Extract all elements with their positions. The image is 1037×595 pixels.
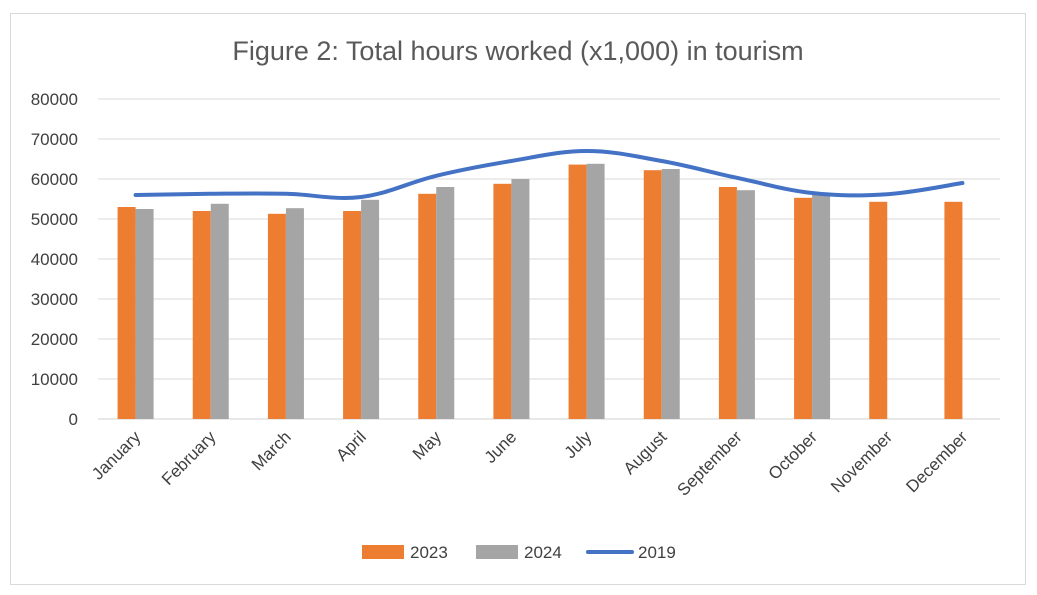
y-tick-label: 0 [69, 410, 78, 429]
chart-title: Figure 2: Total hours worked (x1,000) in… [232, 36, 803, 66]
bar-2023-april [343, 211, 362, 419]
x-tick-label: August [620, 427, 671, 478]
legend: 2023 2024 2019 [362, 543, 676, 562]
bar-2024-april [361, 199, 380, 419]
bar-2024-august [661, 169, 680, 419]
bars [117, 163, 963, 419]
legend-swatch-2023 [362, 545, 404, 559]
x-tick-label: December [902, 427, 971, 496]
bar-2023-june [493, 183, 512, 419]
line-2019 [133, 149, 965, 200]
grid [98, 98, 1000, 420]
x-tick-label: January [88, 427, 145, 484]
x-tick-label: July [561, 427, 596, 462]
bar-2024-october [812, 193, 831, 419]
x-tick-label: April [332, 427, 369, 464]
x-tick-label: November [827, 427, 896, 496]
bar-2023-october [794, 197, 813, 419]
bar-2023-july [568, 164, 587, 419]
bar-2023-february [192, 211, 211, 419]
bar-2024-may [436, 187, 455, 419]
x-tick-label: September [673, 427, 745, 499]
bar-2023-january [117, 207, 136, 419]
x-tick-label: March [248, 427, 295, 474]
bar-2024-july [586, 163, 605, 419]
y-tick-label: 10000 [31, 370, 78, 389]
legend-swatch-2024 [476, 545, 518, 559]
bar-2024-june [511, 179, 530, 419]
bar-2023-march [267, 213, 286, 419]
x-tick-label: February [158, 427, 220, 489]
bar-2023-december [944, 201, 963, 419]
bar-2024-march [285, 208, 304, 419]
bar-2024-february [210, 203, 229, 419]
y-tick-label: 20000 [31, 330, 78, 349]
y-tick-label: 50000 [31, 210, 78, 229]
legend-label-2024: 2024 [524, 543, 562, 562]
y-tick-label: 30000 [31, 290, 78, 309]
y-axis-ticks: 0 10000 20000 30000 40000 50000 60000 70000 8000… [31, 90, 78, 429]
legend-label-2023: 2023 [410, 543, 448, 562]
bar-2024-september [736, 190, 755, 419]
bar-2023-may [418, 193, 437, 419]
x-axis-ticks: January February March April May June July Augu… [88, 427, 971, 500]
x-tick-label: May [409, 427, 445, 463]
y-tick-label: 70000 [31, 130, 78, 149]
y-tick-label: 80000 [31, 90, 78, 109]
y-tick-label: 40000 [31, 250, 78, 269]
bar-2023-november [869, 201, 888, 419]
legend-label-2019: 2019 [638, 543, 676, 562]
bar-2023-september [718, 187, 737, 419]
line-series [133, 149, 965, 200]
bar-2024-january [135, 209, 154, 419]
x-tick-label: June [481, 427, 521, 467]
y-tick-label: 60000 [31, 170, 78, 189]
bar-2023-august [643, 170, 662, 419]
x-tick-label: October [765, 427, 821, 483]
